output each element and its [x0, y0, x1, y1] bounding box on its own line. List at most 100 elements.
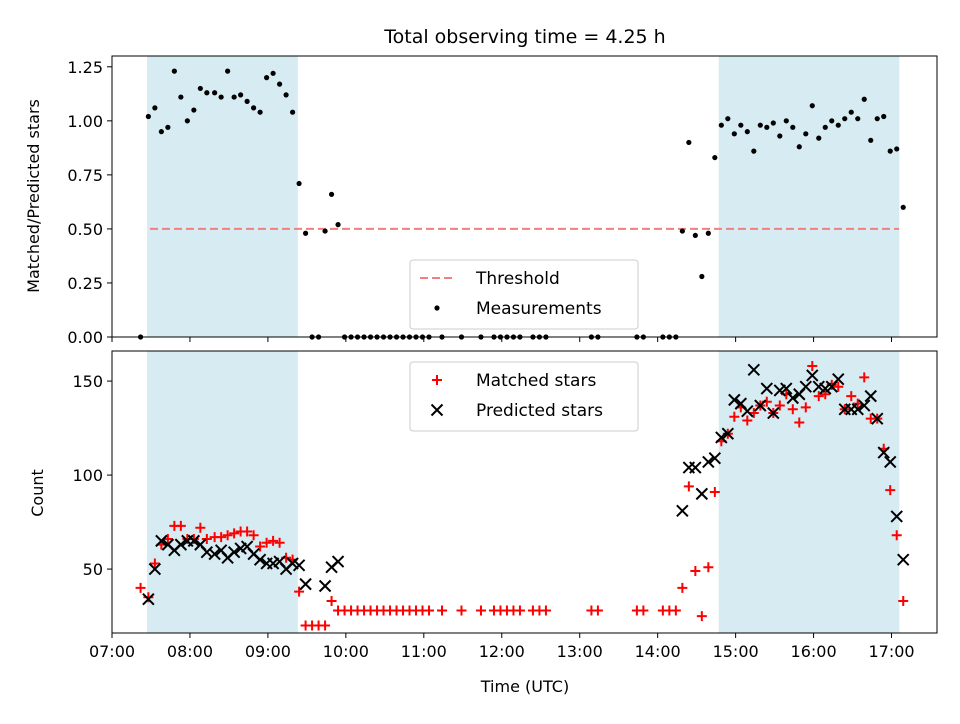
x-tick-label: 09:00	[245, 642, 291, 661]
x-tick-label: 16:00	[791, 642, 837, 661]
measurement-point	[679, 228, 685, 234]
predicted-star-point	[676, 504, 689, 518]
matched-star-point	[592, 605, 603, 616]
predicted-star-point	[187, 534, 201, 548]
matched-star-point	[807, 361, 818, 372]
matched-star-point	[846, 391, 857, 402]
legend-label: Measurements	[476, 299, 602, 319]
predicted-star-point	[754, 399, 767, 412]
measurement-point	[900, 204, 906, 210]
measurement-point	[738, 122, 744, 128]
matched-star-point	[437, 605, 447, 616]
predicted-star-point	[871, 412, 884, 425]
bottom-legend: Matched stars Predicted stars	[409, 361, 639, 432]
y-tick-label: 0.50	[67, 220, 103, 239]
predicted-star-point	[208, 547, 221, 561]
predicted-star-point	[689, 461, 702, 474]
measurement-point	[165, 124, 171, 130]
matched-star-point	[670, 605, 681, 616]
matched-star-point	[216, 532, 227, 543]
legend-label: Predicted stars	[476, 401, 603, 421]
measurement-point	[783, 118, 789, 124]
measurement-point	[296, 180, 302, 187]
measurement-point	[335, 222, 341, 228]
measurement-point	[197, 85, 203, 92]
matched-star-point	[813, 391, 824, 402]
predicted-star-point	[174, 538, 188, 551]
measurement-point	[718, 122, 724, 128]
y-tick-label: 150	[72, 372, 103, 391]
measurement-point	[777, 133, 783, 139]
top-y-axis-label: Matched/Predicted stars	[24, 99, 43, 293]
predicted-star-point	[715, 431, 728, 444]
predicted-star-point	[721, 427, 735, 440]
matched-star-point	[242, 526, 253, 537]
predicted-star-point	[806, 369, 819, 382]
predicted-star-point	[799, 380, 812, 393]
measurement-point	[803, 131, 809, 137]
measurement-point	[809, 103, 815, 109]
measurement-point	[231, 94, 237, 100]
matched-star-point	[703, 562, 714, 573]
matched-star-point	[326, 596, 337, 607]
predicted-star-point	[780, 382, 793, 395]
shaded-span-2	[718, 56, 900, 337]
bottom-y-axis-label: Count	[28, 469, 47, 517]
plot-frame	[111, 55, 938, 338]
matched-star-point	[514, 605, 525, 616]
measurement-point	[848, 109, 854, 115]
x-tick-label: 11:00	[401, 642, 447, 661]
predicted-star-point	[299, 577, 312, 591]
measurement-point	[184, 118, 190, 124]
measurement-point	[705, 230, 711, 236]
x-tick-label: 10:00	[323, 642, 369, 661]
matched-star-point	[540, 605, 551, 616]
measurement-point	[842, 116, 848, 122]
x-tick-label: 17:00	[868, 642, 914, 661]
predicted-star-point	[318, 579, 332, 593]
measurement-point	[158, 129, 164, 135]
matched-star-point	[709, 487, 720, 497]
x-tick-label: 07:00	[89, 642, 135, 661]
matched-star-point	[135, 582, 146, 593]
matched-star-point	[696, 611, 707, 622]
predicted-star-point	[155, 534, 168, 548]
x-tick-label: 14:00	[635, 642, 681, 661]
measurement-point	[770, 120, 776, 126]
measurement-point	[757, 122, 763, 128]
measurement-point	[218, 94, 224, 100]
predicted-star-point	[786, 391, 799, 405]
legend-matched-swatch	[432, 375, 442, 385]
measurement-point	[283, 92, 289, 98]
predicted-star-point	[292, 559, 306, 572]
measurement-point	[191, 107, 197, 113]
x-tick-label: 15:00	[713, 642, 759, 661]
predicted-star-point	[695, 487, 709, 501]
y-tick-label: 0.00	[67, 328, 103, 347]
matched-star-point	[898, 596, 909, 607]
y-tick-label: 100	[72, 466, 103, 485]
measurement-point	[744, 129, 750, 135]
measurement-point	[204, 90, 210, 96]
measurement-point	[212, 90, 218, 96]
bottom-panel: 50 100 150 07:00 08:00 09:00 10:00 11:00 12:00 13…	[72, 350, 938, 661]
matched-star-point	[320, 620, 331, 631]
measurement-point	[225, 68, 231, 74]
predicted-star-point	[702, 455, 715, 469]
measurement-point	[829, 118, 835, 124]
measurement-point	[881, 113, 887, 120]
predicted-star-point	[760, 382, 774, 395]
measurement-point	[868, 137, 874, 143]
matched-star-point	[742, 415, 753, 426]
matched-star-point	[456, 605, 467, 616]
y-tick-label: 0.75	[67, 166, 103, 185]
measurement-point	[855, 116, 861, 122]
matched-star-point	[638, 605, 649, 616]
predicted-star-point	[747, 363, 761, 377]
measurement-point	[712, 154, 718, 161]
matched-star-point	[800, 402, 811, 413]
x-axis-label: Time (UTC)	[480, 677, 569, 696]
measurement-point	[244, 98, 250, 104]
measurement-point	[264, 75, 270, 81]
legend-measurements-swatch	[434, 305, 440, 311]
